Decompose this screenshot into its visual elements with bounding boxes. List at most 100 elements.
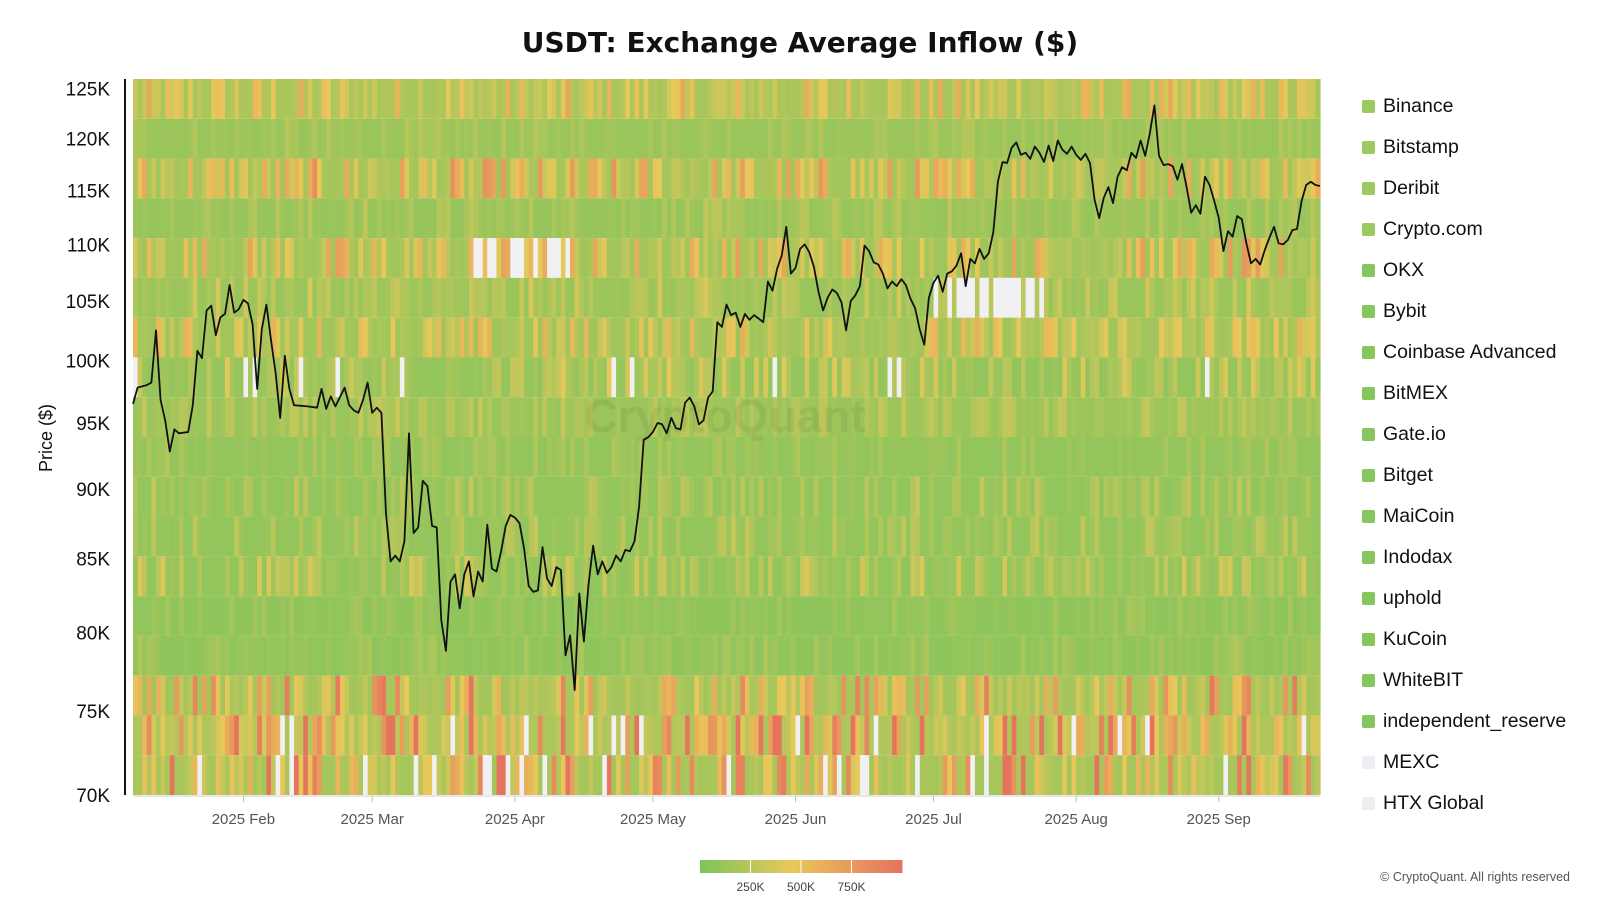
heat-cell-gate-io	[1135, 397, 1142, 437]
legend-item-independent-reserve[interactable]: independent_reserve	[1362, 701, 1594, 742]
heat-cell-maicoin	[556, 476, 562, 517]
heat-cell-bitstamp	[1204, 118, 1211, 159]
heat-cell-kucoin	[896, 596, 902, 636]
heat-cell-whitebit	[215, 635, 222, 676]
legend-item-htx-global[interactable]: HTX Global	[1362, 783, 1594, 824]
heat-cell-bitmex	[616, 357, 622, 398]
heat-cell-okx	[1287, 238, 1293, 278]
heat-cell-bitget	[294, 437, 300, 477]
heat-cell-maicoin	[303, 476, 309, 517]
heat-cell-deribit	[901, 158, 907, 199]
legend-item-bitstamp[interactable]: Bitstamp	[1362, 127, 1594, 168]
heat-cell-gate-io	[1020, 397, 1027, 437]
heat-cell-okx	[197, 238, 203, 278]
heat-cell-coinbase-advanced	[432, 317, 438, 358]
heat-cell-okx	[1099, 238, 1105, 278]
heat-cell-htx-global	[602, 755, 608, 795]
heat-cell-crypto-com	[220, 198, 226, 239]
legend-item-bitmex[interactable]: BitMEX	[1362, 373, 1594, 414]
heat-cell-uphold	[570, 556, 576, 597]
heat-cell-htx-global	[1131, 755, 1137, 795]
price-line[interactable]	[132, 104, 1321, 691]
heat-cell-bitget	[238, 437, 245, 477]
heat-cell-crypto-com	[234, 198, 240, 239]
heat-cell-bitget	[1094, 437, 1100, 477]
legend-item-maicoin[interactable]: MaiCoin	[1362, 496, 1594, 537]
heat-cell-crypto-com	[947, 198, 953, 239]
legend-item-crypto-com[interactable]: Crypto.com	[1362, 209, 1594, 250]
heat-cell-crypto-com	[583, 198, 590, 239]
color-scale-segment	[881, 860, 888, 873]
legend-item-okx[interactable]: OKX	[1362, 250, 1594, 291]
heat-cell-independent-reserve	[1214, 675, 1220, 716]
heat-cell-crypto-com	[1048, 198, 1054, 239]
heat-cell-maicoin	[1076, 476, 1082, 517]
heat-cell-kucoin	[689, 596, 695, 636]
heat-cell-deribit	[574, 158, 580, 199]
heat-cell-mexc	[818, 715, 824, 756]
heat-cell-deribit	[993, 158, 999, 199]
heat-cell-independent-reserve	[767, 675, 774, 716]
legend-item-binance[interactable]: Binance	[1362, 86, 1594, 127]
heat-cell-whitebit	[1200, 635, 1206, 676]
heat-cell-binance	[1209, 79, 1215, 119]
heat-cell-mexc	[533, 715, 539, 756]
heat-cell-bitmex	[887, 357, 893, 398]
heat-cell-kucoin	[836, 596, 843, 636]
heat-cell-uphold	[372, 556, 378, 597]
heat-cell-binance	[597, 79, 603, 119]
heat-cell-coinbase-advanced	[298, 317, 304, 358]
heat-cell-bitmex	[579, 357, 585, 398]
heat-cell-bitstamp	[744, 118, 751, 159]
heat-cell-maicoin	[533, 476, 539, 517]
heat-cell-uphold	[1135, 556, 1142, 597]
heat-cell-uphold	[961, 556, 967, 597]
heat-cell-indodax	[1297, 516, 1303, 557]
heat-cell-htx-global	[892, 755, 898, 795]
heat-cell-bybit	[1310, 277, 1316, 318]
heat-cell-htx-global	[1025, 755, 1031, 795]
heat-cell-maicoin	[818, 476, 824, 517]
heat-cell-htx-global	[294, 755, 300, 795]
heat-cell-gate-io	[1315, 397, 1321, 437]
heat-cell-bitget	[1177, 437, 1183, 477]
legend-item-coinbase-advanced[interactable]: Coinbase Advanced	[1362, 332, 1594, 373]
heat-cell-kucoin	[951, 596, 958, 636]
heat-cell-bybit	[933, 277, 939, 318]
heat-cell-bitget	[165, 437, 171, 477]
legend-item-uphold[interactable]: uphold	[1362, 578, 1594, 619]
heat-cell-htx-global	[1053, 755, 1059, 795]
legend-item-bybit[interactable]: Bybit	[1362, 291, 1594, 332]
heat-cell-bitstamp	[942, 118, 948, 159]
heat-cell-deribit	[910, 158, 916, 199]
heat-cell-uphold	[905, 556, 912, 597]
heat-cell-bitstamp	[547, 118, 553, 159]
legend-item-whitebit[interactable]: WhiteBIT	[1362, 660, 1594, 701]
heat-cell-indodax	[942, 516, 948, 557]
legend-item-gate-io[interactable]: Gate.io	[1362, 414, 1594, 455]
heat-cell-bybit	[1062, 277, 1068, 318]
heat-cell-bitget	[712, 437, 718, 477]
legend-item-kucoin[interactable]: KuCoin	[1362, 619, 1594, 660]
legend-item-deribit[interactable]: Deribit	[1362, 168, 1594, 209]
heat-cell-maicoin	[514, 476, 521, 517]
heat-cell-bitmex	[1048, 357, 1054, 398]
heat-cell-bitget	[1269, 437, 1275, 477]
heat-cell-mexc	[271, 715, 277, 756]
legend-item-mexc[interactable]: MEXC	[1362, 742, 1594, 783]
heat-cell-bybit	[1016, 277, 1022, 318]
heat-cell-gate-io	[1071, 397, 1077, 437]
legend-item-indodax[interactable]: Indodax	[1362, 537, 1594, 578]
heat-cell-uphold	[409, 556, 415, 597]
heat-cell-bitget	[1287, 437, 1293, 477]
heat-cell-deribit	[455, 158, 461, 199]
heat-cell-bybit	[284, 277, 291, 318]
heat-cell-indodax	[910, 516, 916, 557]
heat-cell-bitget	[961, 437, 967, 477]
heat-cell-uphold	[1099, 556, 1105, 597]
heat-cell-mexc	[229, 715, 235, 756]
heat-cell-bitstamp	[979, 118, 985, 159]
legend-item-bitget[interactable]: Bitget	[1362, 455, 1594, 496]
heat-cell-deribit	[1145, 158, 1151, 199]
